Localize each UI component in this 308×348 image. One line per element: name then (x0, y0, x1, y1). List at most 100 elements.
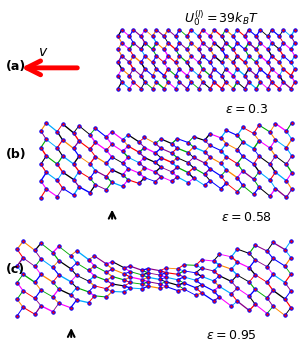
Point (208, 178, 213, 183)
Point (93, 182, 98, 188)
Point (128, 274, 133, 280)
Point (258, 53, 263, 59)
Point (21, 304, 26, 310)
Point (92, 283, 97, 288)
Point (281, 66, 286, 72)
Point (127, 86, 132, 92)
Point (128, 263, 133, 269)
Point (116, 60, 120, 65)
Point (208, 73, 213, 78)
Point (200, 79, 205, 85)
Point (38, 303, 43, 309)
Point (158, 145, 163, 151)
Point (165, 66, 170, 72)
Point (208, 143, 213, 148)
Point (265, 47, 270, 52)
Point (235, 299, 240, 304)
Point (240, 139, 245, 145)
Point (122, 271, 127, 277)
Point (231, 47, 236, 52)
Point (38, 178, 43, 184)
Point (224, 141, 229, 147)
Point (60, 169, 65, 175)
Point (188, 40, 193, 46)
Point (175, 136, 180, 141)
Point (193, 292, 198, 298)
Point (240, 154, 245, 159)
Point (142, 135, 147, 140)
Point (104, 294, 109, 300)
Point (158, 164, 163, 170)
Point (292, 53, 297, 59)
Point (282, 247, 287, 252)
Point (270, 272, 275, 277)
Point (191, 175, 196, 181)
Point (251, 176, 256, 182)
Point (153, 160, 158, 165)
Point (200, 53, 205, 59)
Point (68, 305, 73, 310)
Point (265, 295, 270, 301)
Point (38, 195, 43, 200)
Point (164, 270, 168, 275)
Point (277, 60, 282, 65)
Point (86, 289, 91, 295)
Point (33, 264, 38, 269)
Point (150, 33, 155, 39)
Point (284, 145, 289, 150)
Point (240, 168, 245, 174)
Point (253, 287, 258, 292)
Point (116, 47, 120, 52)
Text: (c): (c) (6, 263, 25, 276)
Point (104, 187, 109, 192)
Point (181, 268, 186, 274)
Point (86, 257, 91, 262)
Point (116, 86, 120, 92)
Point (185, 86, 190, 92)
Text: (a): (a) (6, 60, 26, 73)
Point (140, 268, 144, 273)
Point (104, 160, 109, 166)
Point (158, 136, 163, 142)
Point (74, 272, 79, 278)
Point (71, 130, 76, 136)
Point (122, 289, 127, 295)
Point (146, 283, 151, 289)
Point (217, 262, 222, 268)
Point (289, 120, 294, 125)
Point (150, 60, 155, 65)
Point (15, 296, 20, 302)
Point (247, 265, 252, 270)
Point (119, 66, 124, 72)
Point (173, 60, 178, 65)
Point (173, 47, 178, 52)
Point (273, 169, 278, 175)
Point (131, 53, 136, 59)
Point (38, 128, 43, 134)
Point (229, 266, 234, 272)
Point (219, 86, 224, 92)
Point (136, 181, 141, 186)
Point (277, 33, 282, 39)
Point (92, 263, 97, 269)
Point (218, 160, 223, 166)
Point (122, 265, 127, 271)
Point (120, 160, 125, 166)
Point (240, 125, 245, 130)
Point (142, 40, 147, 46)
Point (288, 288, 293, 294)
Point (282, 263, 287, 269)
Point (181, 280, 186, 286)
Point (268, 145, 273, 151)
Point (218, 186, 223, 191)
Point (284, 195, 289, 200)
Point (87, 175, 92, 181)
Point (288, 305, 293, 310)
Point (208, 166, 213, 172)
Point (126, 155, 131, 160)
Point (122, 283, 127, 289)
Point (136, 170, 141, 176)
Point (289, 136, 294, 142)
Point (247, 308, 252, 313)
Point (202, 171, 207, 177)
